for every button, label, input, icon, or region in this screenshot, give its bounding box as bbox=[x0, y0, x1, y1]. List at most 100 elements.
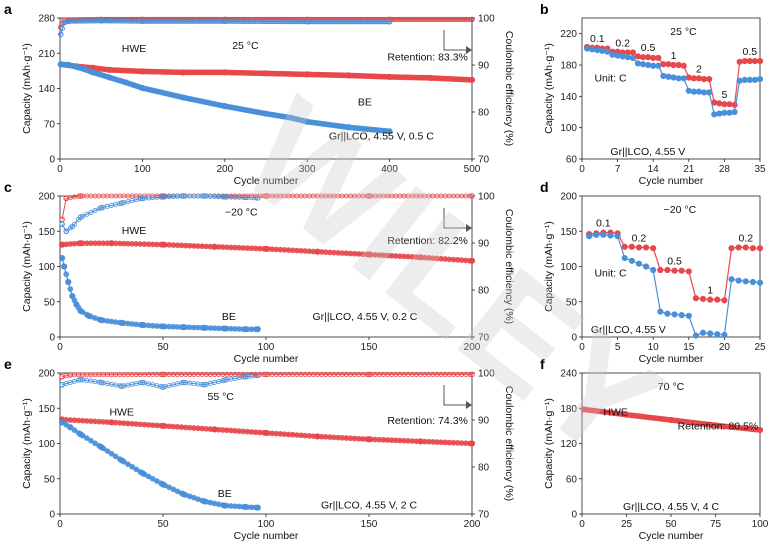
data-point bbox=[699, 295, 707, 303]
cycle-marker bbox=[293, 19, 300, 25]
series-be bbox=[58, 254, 261, 333]
panel-letter-f: f bbox=[540, 356, 545, 372]
data-point bbox=[680, 75, 687, 82]
cycle-marker bbox=[104, 448, 111, 454]
cycle-marker bbox=[130, 18, 136, 24]
data-point bbox=[660, 72, 667, 80]
data-point bbox=[639, 54, 647, 61]
cycle-marker bbox=[129, 18, 135, 24]
cycle-marker bbox=[422, 16, 428, 22]
cycle-marker bbox=[253, 373, 259, 379]
cycle-marker bbox=[185, 18, 191, 24]
data-point bbox=[366, 193, 372, 199]
cycle-marker bbox=[84, 18, 90, 24]
cycle-marker bbox=[71, 427, 78, 433]
cycle-marker bbox=[358, 19, 364, 25]
panel-letter-d: d bbox=[540, 179, 549, 195]
cycle-marker bbox=[163, 18, 169, 24]
y-tick-label: 0 bbox=[49, 510, 55, 521]
cycle-marker bbox=[468, 77, 475, 83]
data-point bbox=[254, 372, 261, 379]
cycle-marker bbox=[364, 19, 370, 25]
y-tick-label: 0 bbox=[571, 333, 577, 344]
cycle-marker bbox=[425, 16, 431, 22]
retention-label: Retention: 74.3% bbox=[387, 415, 468, 427]
cycle-marker bbox=[127, 18, 133, 24]
cell-condition-label: Gr||LCO, 4.55 V bbox=[591, 324, 666, 336]
x-tick-label: 15 bbox=[683, 342, 695, 353]
cycle-marker bbox=[66, 18, 72, 24]
panel-d: d 0 5 10 15 20 25 0 50 100 150 200 Cycle number Capac… bbox=[540, 179, 766, 365]
cycle-marker bbox=[467, 371, 473, 377]
cycle-marker bbox=[78, 18, 84, 24]
cycle-marker bbox=[183, 18, 189, 24]
cycle-marker bbox=[170, 18, 176, 24]
cycle-marker bbox=[455, 16, 461, 22]
cycle-marker bbox=[91, 18, 97, 24]
cycle-marker bbox=[257, 18, 263, 25]
x-tick-label: 5 bbox=[615, 342, 621, 353]
cycle-marker bbox=[68, 18, 74, 24]
data-point bbox=[735, 244, 742, 251]
cycle-marker bbox=[231, 18, 237, 24]
cycle-marker bbox=[157, 18, 163, 24]
cycle-marker bbox=[374, 19, 380, 25]
data-point bbox=[619, 53, 626, 60]
data-point bbox=[711, 111, 718, 118]
cycle-marker bbox=[424, 16, 430, 22]
cell-condition-label: Gr||LCO, 4.55 V, 0.5 C bbox=[329, 130, 434, 142]
cycle-marker bbox=[463, 16, 469, 22]
cycle-marker bbox=[190, 18, 196, 24]
y-tick-label: 280 bbox=[38, 14, 55, 25]
y-tick-label: 200 bbox=[38, 192, 55, 203]
cycle-marker bbox=[382, 19, 389, 25]
cycle-marker bbox=[211, 18, 217, 24]
cycle-marker bbox=[262, 18, 268, 25]
data-point bbox=[746, 76, 753, 83]
cycle-marker bbox=[303, 19, 309, 25]
x-tick-label: 100 bbox=[134, 164, 151, 175]
cycle-marker bbox=[63, 421, 70, 428]
cycle-marker bbox=[148, 18, 155, 24]
data-point bbox=[685, 87, 692, 94]
cycle-marker bbox=[132, 18, 138, 24]
data-point bbox=[589, 46, 596, 53]
temperature-label: 55 °C bbox=[207, 391, 234, 403]
data-point bbox=[635, 260, 643, 267]
cycle-marker bbox=[239, 18, 245, 24]
cycle-marker bbox=[415, 16, 421, 22]
cycle-marker bbox=[467, 257, 473, 264]
cycle-marker bbox=[297, 19, 303, 25]
cycle-marker bbox=[310, 19, 316, 25]
data-point bbox=[714, 331, 721, 338]
cycle-marker bbox=[448, 16, 454, 22]
cycle-marker bbox=[323, 19, 329, 25]
cycle-marker bbox=[237, 18, 244, 24]
cycle-marker bbox=[443, 16, 450, 22]
x-tick-label: 150 bbox=[361, 342, 378, 353]
cycle-marker bbox=[112, 18, 118, 24]
cycle-marker bbox=[381, 19, 387, 25]
data-point bbox=[726, 109, 733, 116]
x-tick-label: 50 bbox=[157, 519, 169, 530]
data-point bbox=[680, 62, 687, 69]
cycle-marker bbox=[92, 208, 98, 214]
cycle-marker bbox=[307, 19, 313, 25]
cycle-marker bbox=[88, 209, 94, 215]
y-tick-label: 200 bbox=[38, 369, 55, 380]
y2-tick-label: 80 bbox=[478, 286, 490, 297]
cycle-marker bbox=[335, 19, 341, 25]
cycle-marker bbox=[59, 26, 66, 32]
y-tick-label: 50 bbox=[44, 297, 56, 308]
x-axis-label: Cycle number bbox=[639, 530, 704, 542]
cycle-marker bbox=[150, 18, 156, 24]
cycle-marker bbox=[427, 16, 433, 22]
data-point bbox=[675, 75, 682, 82]
y2-tick-label: 70 bbox=[478, 510, 490, 521]
cycle-marker bbox=[74, 18, 80, 24]
data-point bbox=[160, 371, 166, 378]
cycle-marker bbox=[453, 16, 459, 22]
series-be bbox=[57, 61, 393, 135]
y2-tick-label: 70 bbox=[478, 155, 490, 166]
